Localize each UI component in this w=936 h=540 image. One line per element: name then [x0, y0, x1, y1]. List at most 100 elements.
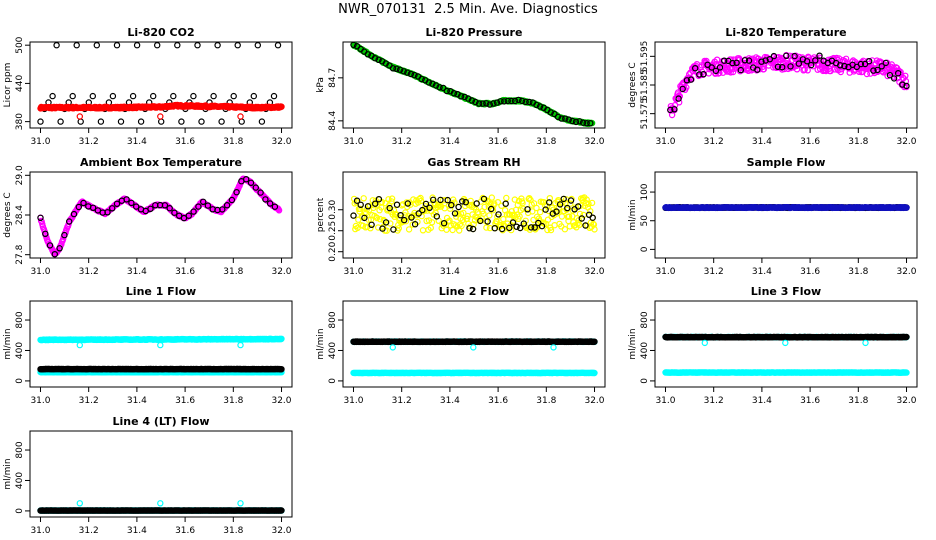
- data-point: [190, 92, 197, 100]
- data-point: [219, 206, 226, 213]
- data-point: [278, 335, 285, 342]
- y-tick-label: 800: [15, 311, 25, 328]
- data-point: [727, 69, 734, 76]
- data-point: [368, 221, 375, 228]
- data-point: [671, 101, 679, 109]
- data-point: [498, 225, 506, 233]
- data-point: [75, 203, 83, 211]
- x-tick-label: 31.2: [79, 137, 99, 147]
- data-point: [804, 67, 811, 74]
- data-points: [37, 335, 285, 376]
- data-point: [258, 118, 266, 125]
- data-point: [49, 92, 56, 100]
- data-point: [113, 200, 121, 207]
- data-point: [558, 115, 565, 122]
- data-point: [237, 113, 244, 120]
- y-tick-label: 400: [640, 342, 650, 359]
- data-point: [721, 57, 728, 64]
- data-point: [178, 118, 185, 125]
- plot-frame: [342, 300, 606, 388]
- data-point: [533, 204, 540, 212]
- data-point: [547, 109, 555, 116]
- data-point: [474, 208, 482, 216]
- data-point: [233, 188, 240, 196]
- data-point: [459, 216, 466, 223]
- data-point: [382, 219, 390, 226]
- data-point: [550, 344, 557, 351]
- data-point: [371, 55, 379, 62]
- y-tick-label: 800: [328, 311, 338, 328]
- data-point: [729, 68, 737, 76]
- data-point: [687, 76, 695, 83]
- data-point: [546, 199, 553, 206]
- data-point: [436, 84, 443, 91]
- data-point: [70, 210, 78, 218]
- data-point: [444, 196, 451, 204]
- data-point: [76, 113, 84, 120]
- data-point: [430, 196, 437, 203]
- data-point: [37, 214, 44, 221]
- data-point: [737, 66, 745, 74]
- data-point: [462, 202, 469, 210]
- data-point: [53, 42, 60, 49]
- data-point: [497, 98, 504, 105]
- data-points: [37, 42, 285, 125]
- y-tick-label: 0.30: [328, 199, 338, 219]
- data-point: [497, 221, 505, 229]
- data-point: [37, 118, 44, 125]
- data-point: [667, 106, 674, 114]
- data-point: [389, 65, 397, 72]
- data-point: [171, 209, 178, 216]
- plot-frame: [29, 41, 293, 129]
- data-point: [77, 118, 84, 125]
- data-point: [863, 70, 871, 78]
- x-tick-label: 31.2: [392, 396, 412, 406]
- data-point: [524, 206, 531, 213]
- data-point: [890, 75, 898, 82]
- y-tick-label: 29.0: [15, 165, 25, 185]
- y-tick-label: 28.4: [15, 205, 25, 225]
- data-point: [440, 84, 447, 92]
- data-point: [426, 204, 433, 211]
- data-point: [576, 118, 583, 125]
- y-tick-label: 0: [15, 378, 25, 384]
- data-point: [373, 214, 381, 222]
- x-tick-label: 31.2: [79, 267, 99, 277]
- data-point: [712, 67, 720, 75]
- x-tick-label: 31.6: [800, 267, 820, 277]
- data-points: [350, 194, 598, 234]
- data-point: [565, 213, 573, 220]
- data-point: [393, 211, 400, 219]
- x-tick-label: 31.4: [440, 267, 460, 277]
- data-point: [356, 205, 364, 212]
- data-point: [396, 66, 404, 74]
- data-point: [372, 200, 379, 207]
- data-point: [565, 116, 573, 123]
- data-point: [503, 194, 510, 202]
- data-points: [37, 175, 283, 258]
- data-point: [469, 225, 477, 233]
- data-point: [766, 56, 774, 63]
- data-point: [556, 201, 564, 208]
- x-tick-label: 31.2: [79, 396, 99, 406]
- data-point: [161, 202, 169, 209]
- data-point: [473, 200, 480, 207]
- data-point: [137, 118, 145, 125]
- data-point: [536, 103, 544, 110]
- data-point: [388, 198, 395, 205]
- data-point: [533, 101, 540, 109]
- plot-frame: [342, 41, 606, 129]
- data-point: [477, 217, 484, 225]
- data-point: [364, 203, 372, 210]
- data-point: [166, 204, 173, 212]
- data-point: [455, 203, 462, 211]
- data-point: [762, 57, 769, 64]
- data-point: [422, 200, 430, 208]
- data-point: [683, 77, 691, 84]
- y-tick-label: 400: [328, 342, 338, 359]
- data-point: [433, 213, 440, 220]
- data-point: [488, 194, 495, 201]
- data-point: [857, 60, 865, 68]
